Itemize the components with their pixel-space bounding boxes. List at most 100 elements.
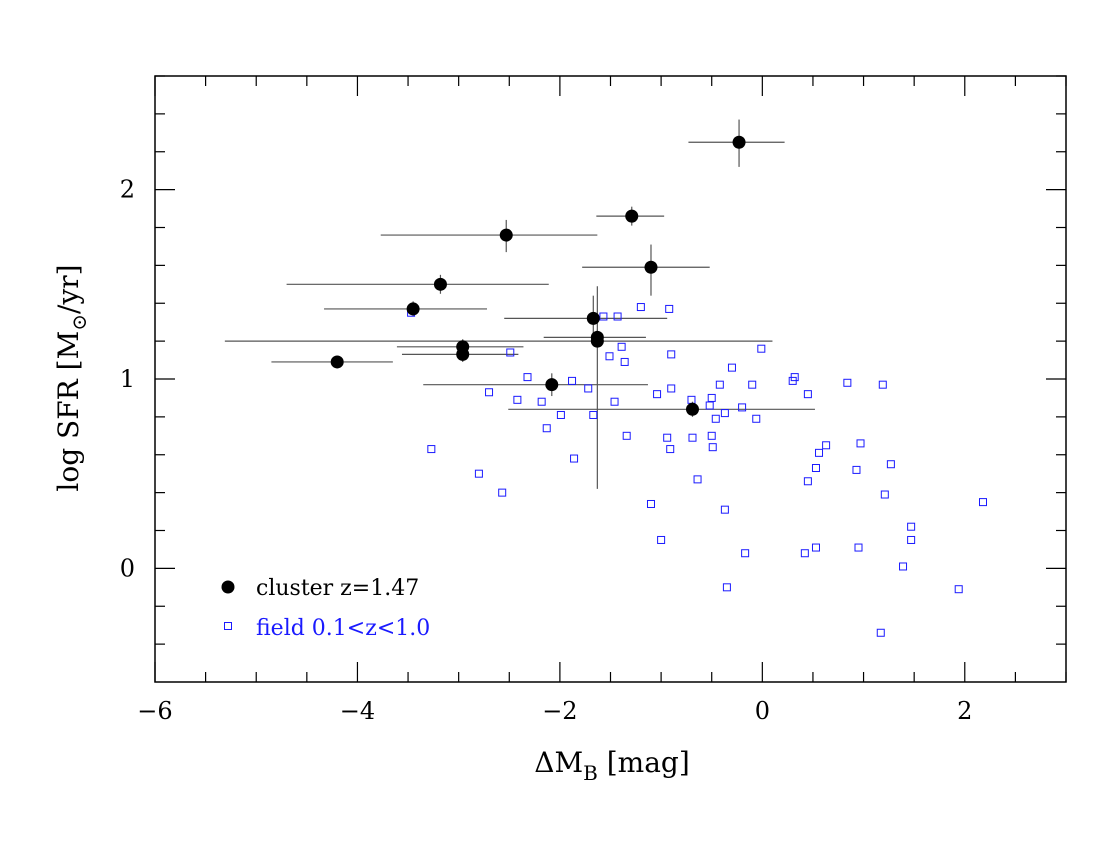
field-point [854, 543, 863, 552]
field-point [613, 312, 622, 321]
field-point [556, 410, 565, 419]
legend-cluster-marker [221, 580, 235, 594]
field-point [485, 388, 494, 397]
field-point [752, 414, 761, 423]
field-point [811, 543, 820, 552]
y-tick-label: 0 [120, 554, 135, 582]
field-point [856, 439, 865, 448]
field-points [407, 303, 987, 637]
cluster-point [406, 302, 420, 316]
field-point [693, 475, 702, 484]
legend-field-label: field 0.1<z<1.0 [256, 616, 430, 641]
field-point [886, 460, 895, 469]
field-point [537, 397, 546, 406]
cluster-point [330, 355, 344, 369]
field-point [707, 393, 716, 402]
field-point [708, 443, 717, 452]
field-point [666, 445, 675, 454]
field-point [653, 390, 662, 399]
cluster-point [644, 260, 658, 274]
field-point [899, 562, 908, 571]
field-point [815, 448, 824, 457]
field-point [610, 397, 619, 406]
cluster-point [685, 402, 699, 416]
field-point [570, 454, 579, 463]
field-point [727, 363, 736, 372]
cluster-point [586, 311, 600, 325]
field-point [620, 357, 629, 366]
field-point [720, 409, 729, 418]
field-point [711, 414, 720, 423]
field-point [822, 441, 831, 450]
field-point [707, 431, 716, 440]
field-point [657, 535, 666, 544]
field-point [622, 431, 631, 440]
field-point [800, 549, 809, 558]
x-tick-label: 0 [755, 697, 770, 725]
field-point [748, 380, 757, 389]
field-point [803, 390, 812, 399]
field-point [738, 403, 747, 412]
field-point [878, 380, 887, 389]
field-point [617, 342, 626, 351]
field-point [843, 378, 852, 387]
field-point [506, 348, 515, 357]
field-point [584, 384, 593, 393]
field-point [599, 312, 608, 321]
field-point [663, 433, 672, 442]
field-point [498, 488, 507, 497]
y-tick-label: 1 [120, 365, 135, 393]
field-point [523, 373, 532, 382]
field-point [790, 373, 799, 382]
x-tick-label: 2 [957, 697, 972, 725]
field-point [722, 583, 731, 592]
field-point [907, 522, 916, 531]
cluster-point [456, 347, 470, 361]
field-point [757, 344, 766, 353]
cluster-point [625, 209, 639, 223]
field-point [636, 303, 645, 312]
field-point [474, 469, 483, 478]
field-point [665, 304, 674, 313]
field-point [880, 490, 889, 499]
field-point [954, 585, 963, 594]
legend-cluster-label: cluster z=1.47 [256, 576, 419, 601]
x-tick-label: −2 [542, 697, 577, 725]
field-point [427, 445, 436, 454]
cluster-points [330, 135, 746, 416]
x-tick-label: −4 [340, 697, 375, 725]
x-tick-label: −6 [137, 697, 172, 725]
legend-field-marker [224, 622, 232, 630]
cluster-point [545, 378, 559, 392]
field-point [513, 395, 522, 404]
tick-labels: −6 −4 −2 0 2 0 1 2 [120, 176, 973, 725]
field-point [907, 535, 916, 544]
field-point [811, 464, 820, 473]
field-point [542, 424, 551, 433]
cluster-point [732, 135, 746, 149]
field-point [667, 350, 676, 359]
error-bars [224, 119, 815, 489]
legend: cluster z=1.47 field 0.1<z<1.0 [221, 576, 430, 641]
field-point [978, 498, 987, 507]
axis-ticks [154, 75, 1067, 682]
field-point [705, 401, 714, 410]
field-point [876, 628, 885, 637]
cluster-point [499, 228, 513, 242]
field-point [720, 505, 729, 514]
field-point [589, 410, 598, 419]
cluster-point [590, 334, 604, 348]
field-point [646, 499, 655, 508]
x-axis-title: ΔMB [mag] [534, 746, 690, 785]
field-point [687, 395, 696, 404]
field-point [715, 380, 724, 389]
y-axis-title: log SFR [M⊙/yr] [52, 264, 91, 491]
field-point [852, 465, 861, 474]
field-point [605, 352, 614, 361]
field-point [688, 433, 697, 442]
field-point [568, 376, 577, 385]
y-tick-label: 2 [120, 176, 135, 204]
cluster-point [433, 277, 447, 291]
field-point [803, 477, 812, 486]
